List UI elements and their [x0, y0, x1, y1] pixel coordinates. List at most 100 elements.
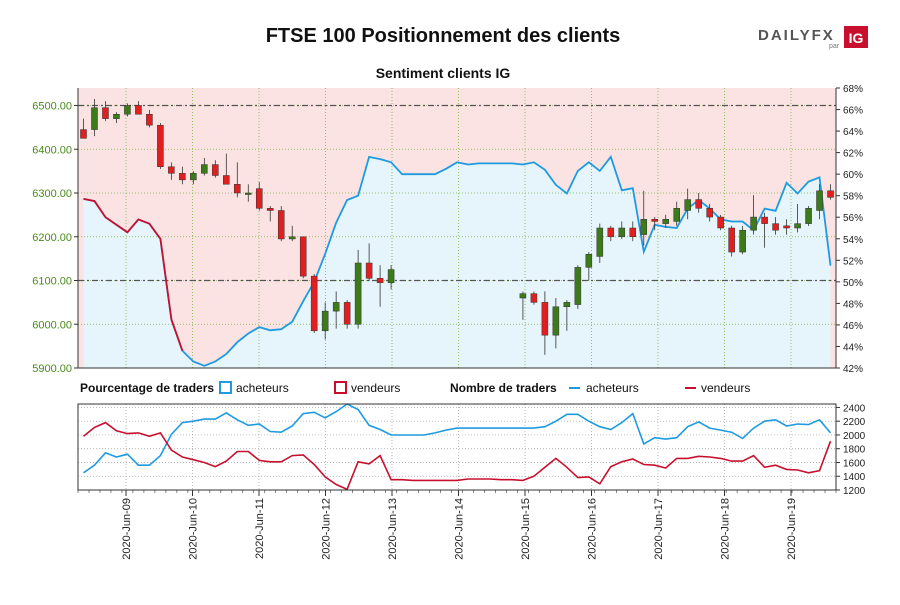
pct-tick-label: 54% — [843, 235, 863, 246]
pct-tick-label: 46% — [843, 321, 863, 332]
date-tick-label: 2020-Jun-16 — [587, 498, 599, 560]
pct-tick-label: 62% — [843, 149, 863, 160]
count-tick-label: 1800 — [843, 445, 866, 456]
sellers-count-line — [82, 421, 832, 491]
logo-text: DAILYFX — [758, 27, 835, 44]
legend-count-buyers: acheteurs — [586, 381, 639, 395]
logo-ig-box — [844, 26, 868, 48]
candle-body — [245, 192, 252, 195]
pct-tick-label: 66% — [843, 106, 863, 117]
candle-body — [387, 269, 395, 283]
candle-body — [761, 216, 768, 224]
pct-tick-label: 64% — [843, 127, 863, 138]
pct-tick-label: 50% — [843, 278, 863, 289]
count-tick-label: 2400 — [843, 403, 866, 414]
sellers-pct-line — [83, 198, 184, 352]
candle-body — [651, 219, 659, 222]
candle-body — [179, 173, 186, 181]
pct-tick-label: 44% — [843, 342, 863, 353]
legend: Pourcentage de traders acheteurs vendeur… — [80, 381, 750, 395]
candle-body — [321, 310, 329, 332]
main-panel-axes: 5900.00 6000.00 6100.00 6200.00 6300.00 6400.… — [32, 84, 863, 375]
candle-body — [310, 275, 318, 332]
logo-ig: IG — [849, 30, 864, 46]
candle-body — [201, 164, 208, 174]
candle-body — [91, 107, 98, 130]
candle-body — [772, 223, 779, 231]
legend-pct-buyers-swatch — [219, 381, 232, 394]
count-panel-lines — [82, 403, 832, 491]
candle-body — [563, 302, 571, 307]
candle-body — [541, 302, 549, 336]
candle-body — [607, 227, 615, 237]
price-tick-label: 6500.00 — [32, 101, 72, 113]
pct-tick-label: 42% — [843, 364, 863, 375]
candle-body — [805, 208, 812, 224]
candle-body — [135, 105, 142, 115]
buyers-count-line — [83, 403, 832, 474]
candle-body — [255, 188, 263, 209]
date-tick-label: 2020-Jun-11 — [254, 498, 266, 559]
date-tick-label: 2020-Jun-13 — [387, 498, 399, 560]
count-tick-label: 1400 — [843, 472, 866, 483]
candle-body — [277, 210, 285, 240]
main-panel-sentiment-line — [83, 155, 832, 367]
candle-body — [728, 227, 735, 253]
candle-body — [113, 114, 120, 119]
candle-body — [585, 254, 593, 268]
candle-body — [794, 223, 801, 229]
legend-pct-sellers: vendeurs — [351, 381, 400, 395]
date-tick-label: 2020-Jun-09 — [121, 498, 133, 560]
candle-body — [354, 262, 362, 325]
date-tick-label: 2020-Jun-14 — [454, 498, 466, 560]
candle-body — [662, 219, 669, 224]
candle-body — [124, 105, 131, 115]
price-tick-label: 6200.00 — [32, 232, 72, 244]
legend-pct-buyers: acheteurs — [236, 381, 289, 395]
candle-body — [223, 175, 230, 185]
candle-body — [750, 216, 757, 231]
candle-body — [783, 225, 790, 229]
count-tick-label: 2200 — [843, 417, 866, 428]
buyers-area — [83, 156, 831, 368]
candle-body — [168, 166, 175, 174]
candle-body — [530, 293, 538, 303]
candle-body — [618, 227, 626, 237]
candle-body — [827, 190, 834, 198]
candle-body — [299, 236, 307, 277]
candle-body — [695, 199, 702, 209]
count-tick-label: 1200 — [843, 486, 866, 497]
price-tick-label: 6400.00 — [32, 144, 72, 156]
logo-par: par — [829, 43, 840, 50]
main-panel-background — [78, 88, 836, 368]
main-panel-candles — [80, 98, 834, 355]
pct-tick-label: 68% — [843, 84, 863, 95]
price-tick-label: 6300.00 — [32, 188, 72, 200]
pct-tick-label: 52% — [843, 256, 863, 267]
candle-body — [365, 262, 373, 279]
legend-pct-title: Pourcentage de traders — [80, 381, 214, 395]
legend-pct-sellers-swatch — [334, 381, 347, 394]
date-tick-label: 2020-Jun-18 — [720, 498, 732, 560]
date-tick-label: 2020-Jun-12 — [321, 498, 333, 560]
candle-body — [640, 219, 648, 235]
candle-body — [234, 184, 241, 194]
chart-subtitle: Sentiment clients IG — [376, 65, 511, 81]
date-tick-label: 2020-Jun-10 — [188, 498, 200, 560]
candle-body — [332, 302, 340, 312]
candle-body — [343, 302, 351, 325]
candle-body — [739, 229, 746, 253]
date-tick-label: 2020-Jun-15 — [520, 498, 532, 560]
pct-tick-label: 58% — [843, 192, 863, 203]
dailyfx-logo: DAILYFX par IG — [758, 26, 868, 50]
pct-tick-label: 56% — [843, 213, 863, 224]
candle-body — [684, 199, 691, 211]
candle-body — [102, 107, 109, 119]
candle-body — [552, 306, 560, 336]
price-tick-label: 6100.00 — [32, 276, 72, 288]
count-panel-axes: 1200 1400 1600 1800 2000 2200 2400 2020-Jun-09 2… — [77, 403, 866, 560]
candle-body — [596, 227, 604, 257]
date-tick-label: 2020-Jun-19 — [786, 498, 798, 560]
candle-body — [717, 216, 724, 229]
